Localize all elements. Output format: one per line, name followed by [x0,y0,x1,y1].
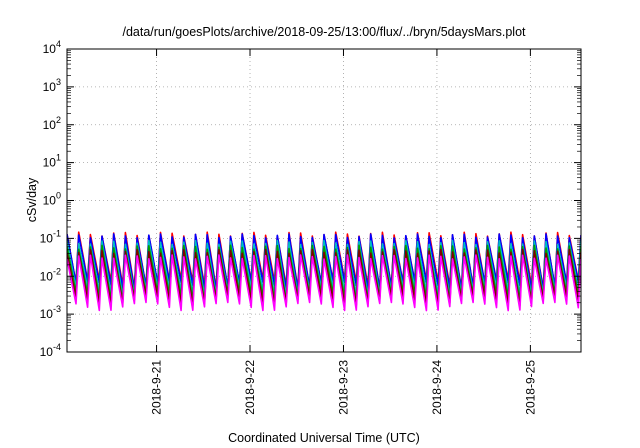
y-tick-label: 10-1 [40,228,61,245]
series-line [67,254,581,312]
x-tick-label: 2018-9-25 [523,360,537,415]
y-tick-exponent: -1 [53,228,61,238]
y-tick-exponent: 2 [56,115,61,125]
y-tick-label: 10-3 [40,304,61,321]
y-tick-base: 10 [43,118,57,132]
y-tick-exponent: 0 [56,191,61,201]
y-tick-label: 10-4 [40,342,61,359]
y-tick-label: 103 [43,77,61,94]
series-line [67,239,581,298]
axis-ticks: 10-410-310-210-11001011021031042018-9-21… [40,39,581,415]
y-tick-exponent: -4 [53,342,61,352]
y-tick-base: 10 [40,345,54,359]
y-tick-base: 10 [43,80,57,94]
x-axis-label: Coordinated Universal Time (UTC) [228,431,420,445]
y-tick-label: 100 [43,191,61,208]
y-tick-exponent: 3 [56,77,61,87]
y-tick-base: 10 [40,231,54,245]
x-tick-label: 2018-9-21 [150,360,164,415]
chart-title: /data/run/goesPlots/archive/2018-09-25/1… [122,25,526,39]
y-tick-exponent: 4 [56,39,61,49]
series-line [67,244,581,302]
x-tick-label: 2018-9-24 [430,360,444,415]
grid-lines [67,49,581,352]
y-tick-label: 101 [43,153,61,170]
y-tick-base: 10 [40,307,54,321]
y-tick-base: 10 [43,42,57,56]
y-tick-label: 102 [43,115,61,132]
x-tick-label: 2018-9-23 [336,360,350,415]
y-tick-base: 10 [40,269,54,283]
y-axis-label: cSv/day [25,177,39,222]
y-tick-exponent: 1 [56,153,61,163]
series-line [67,233,581,291]
y-tick-exponent: -2 [53,266,61,276]
series-line [67,248,581,307]
y-tick-base: 10 [43,194,57,208]
y-tick-base: 10 [43,156,57,170]
y-tick-label: 104 [43,39,61,56]
series-lines [67,231,581,312]
y-tick-exponent: -3 [53,304,61,314]
x-tick-label: 2018-9-22 [243,360,257,415]
y-tick-label: 10-2 [40,266,61,283]
